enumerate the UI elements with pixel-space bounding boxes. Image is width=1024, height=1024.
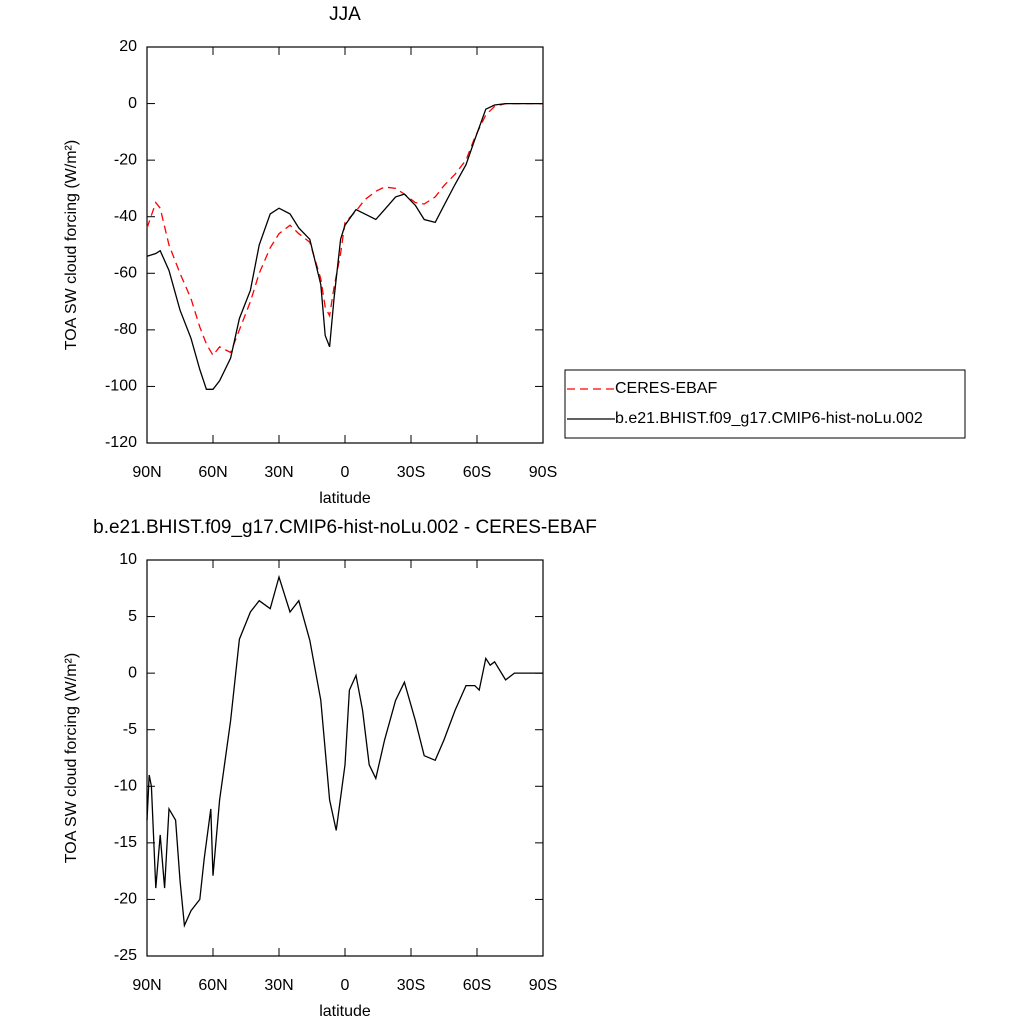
data-line [146,102,543,357]
legend-label: b.e21.BHIST.f09_g17.CMIP6-hist-noLu.002 [615,410,923,427]
x-tick-label: 60N [198,464,227,481]
x-axis-label: latitude [319,490,371,507]
y-axis-label: TOA SW cloud forcing (W/m²) [63,653,80,863]
chart-title: b.e21.BHIST.f09_g17.CMIP6-hist-noLu.002 … [93,517,597,538]
plot-frame [146,46,544,444]
x-tick-label: 60S [463,977,491,994]
x-tick-label: 90S [529,464,557,481]
x-tick-label: 90S [529,977,557,994]
legend-box [564,369,966,439]
y-tick-label: 10 [119,551,137,568]
x-tick-label: 90N [132,977,161,994]
x-tick-label: 60N [198,977,227,994]
y-tick-label: -15 [114,834,137,851]
x-tick-label: 60S [463,464,491,481]
y-tick-label: -20 [114,151,137,168]
data-line [146,102,543,390]
x-tick-label: 0 [341,464,350,481]
x-tick-label: 30N [264,977,293,994]
x-tick-label: 0 [341,977,350,994]
y-tick-label: -10 [114,778,137,795]
x-tick-label: 30S [397,977,425,994]
y-tick-label: -40 [114,208,137,225]
y-tick-label: 0 [128,664,137,681]
chart-title: JJA [329,4,361,25]
y-tick-label: -60 [114,265,137,282]
legend-label: CERES-EBAF [615,380,717,397]
y-tick-label: -100 [105,378,137,395]
y-tick-label: -20 [114,891,137,908]
x-tick-label: 30S [397,464,425,481]
y-tick-label: -5 [123,721,137,738]
y-tick-label: 5 [128,608,137,625]
x-tick-label: 90N [132,464,161,481]
y-tick-label: -25 [114,947,137,964]
y-axis-label: TOA SW cloud forcing (W/m²) [63,140,80,350]
data-line [146,574,543,929]
x-axis-label: latitude [319,1003,371,1020]
x-tick-label: 30N [264,464,293,481]
y-tick-label: 20 [119,38,137,55]
y-tick-label: -120 [105,434,137,451]
y-tick-label: 0 [128,95,137,112]
y-tick-label: -80 [114,321,137,338]
